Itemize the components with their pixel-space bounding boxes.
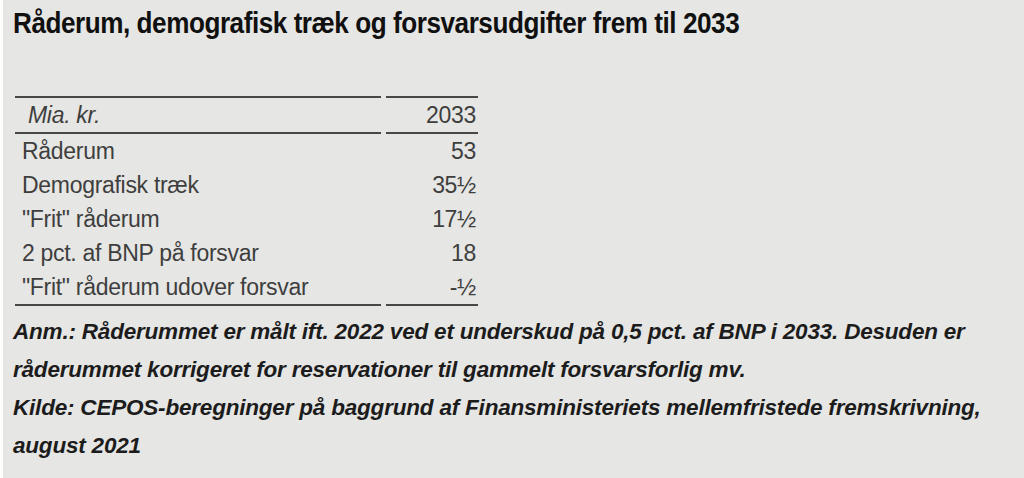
header-unit-label: Mia. kr.	[15, 96, 381, 134]
table-header-row: Mia. kr. 2033	[15, 96, 478, 134]
header-year: 2033	[386, 96, 478, 134]
row-value: 17½	[386, 202, 478, 236]
table-row: "Frit" råderum 17½	[15, 202, 478, 236]
data-table: Mia. kr. 2033 Råderum 53 Demografisk træ…	[10, 96, 483, 306]
row-label: 2 pct. af BNP på forsvar	[15, 236, 381, 270]
row-value: 53	[386, 134, 478, 168]
notes-section: Anm.: Råderummet er målt ift. 2022 ved e…	[13, 313, 1017, 465]
row-label: Demografisk træk	[15, 168, 381, 202]
row-value: 35½	[386, 168, 478, 202]
left-edge-strip	[0, 0, 3, 478]
table-row: Råderum 53	[15, 134, 478, 168]
table-row: Demografisk træk 35½	[15, 168, 478, 202]
row-label: Råderum	[15, 134, 381, 168]
row-value: -½	[386, 270, 478, 306]
note-kilde: Kilde: CEPOS-beregninger på baggrund af …	[13, 389, 1017, 465]
row-label: "Frit" råderum	[15, 202, 381, 236]
data-table-container: Mia. kr. 2033 Råderum 53 Demografisk træ…	[10, 96, 483, 306]
table-row: 2 pct. af BNP på forsvar 18	[15, 236, 478, 270]
figure-title: Råderum, demografisk træk og forsvarsudg…	[13, 7, 739, 40]
table-row: "Frit" råderum udover forsvar -½	[15, 270, 478, 306]
note-anm: Anm.: Råderummet er målt ift. 2022 ved e…	[13, 313, 1017, 389]
row-label: "Frit" råderum udover forsvar	[15, 270, 381, 306]
row-value: 18	[386, 236, 478, 270]
